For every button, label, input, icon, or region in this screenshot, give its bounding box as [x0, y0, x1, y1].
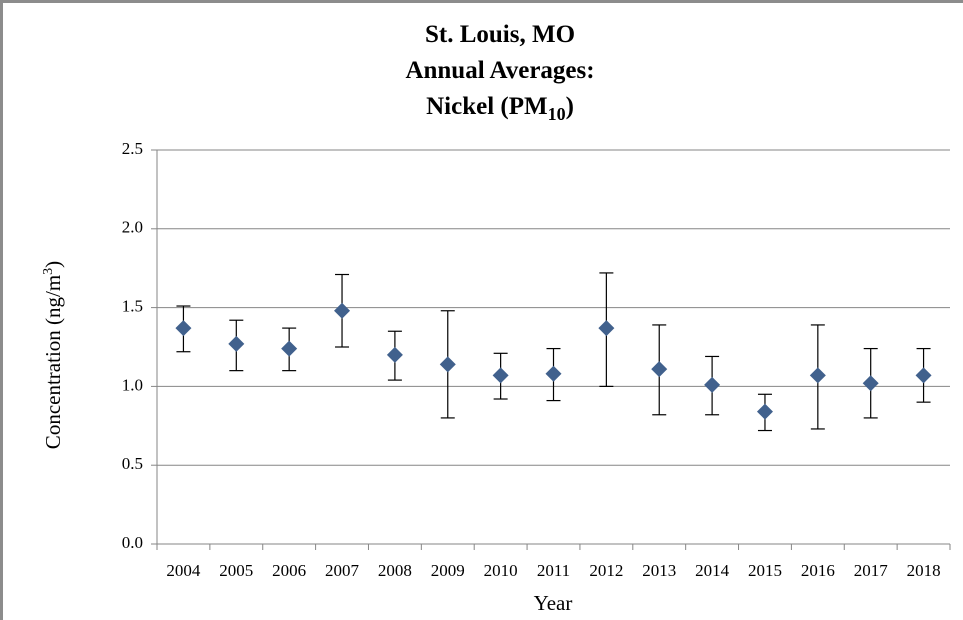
x-tick-label: 2014 — [695, 561, 730, 580]
y-tick-label: 2.0 — [122, 218, 143, 237]
title: St. Louis, MO Annual Averages: Nickel (P… — [405, 21, 594, 124]
x-tick-label: 2015 — [748, 561, 782, 580]
title-line: Nickel (PM10) — [426, 93, 574, 124]
title-line: St. Louis, MO — [425, 21, 575, 48]
title-tail: ) — [566, 93, 574, 120]
x-tick-label: 2006 — [272, 561, 306, 580]
x-tick-label: 2010 — [484, 561, 518, 580]
marker — [334, 302, 351, 319]
y-tick-label: 1.5 — [122, 297, 143, 316]
marker — [915, 367, 932, 384]
y-label-tail: ) — [41, 261, 65, 268]
marker — [651, 361, 668, 378]
x-tick-label: 2004 — [166, 561, 201, 580]
y-tick-label: 2.5 — [122, 139, 143, 158]
marker — [492, 367, 509, 384]
x-tick-label: 2007 — [325, 561, 360, 580]
x-tick-label: 2017 — [854, 561, 889, 580]
marker — [228, 335, 245, 352]
y-axis-label: Concentration (ng/m3) — [41, 261, 65, 449]
x-tick-label: 2012 — [589, 561, 623, 580]
x-tick-label: 2011 — [537, 561, 570, 580]
y-label-text: Concentration (ng/m — [41, 275, 65, 449]
title-sub: 10 — [548, 104, 566, 124]
y-label-sup: 3 — [41, 268, 56, 275]
marker — [862, 375, 879, 392]
x-tick-label: 2018 — [907, 561, 941, 580]
marker — [756, 403, 773, 420]
y-tick-label: 0.5 — [122, 454, 143, 473]
x-tick-label: 2008 — [378, 561, 412, 580]
x-tick-label: 2009 — [431, 561, 465, 580]
marker — [281, 340, 298, 357]
title-text: Nickel (PM — [426, 93, 547, 120]
y-tick-label: 0.0 — [122, 533, 143, 552]
marker — [704, 376, 721, 393]
marker — [545, 365, 562, 382]
x-tick-label: 2013 — [642, 561, 676, 580]
marker — [439, 356, 456, 373]
marker — [598, 320, 615, 337]
y-tick-label: 1.0 — [122, 375, 143, 394]
title-line: Annual Averages: — [405, 57, 594, 84]
x-axis-label: Year — [534, 591, 573, 615]
x-tick-label: 2005 — [219, 561, 253, 580]
marker — [175, 320, 192, 337]
marker — [809, 367, 826, 384]
x-tick-label: 2016 — [801, 561, 835, 580]
marker — [386, 346, 403, 363]
